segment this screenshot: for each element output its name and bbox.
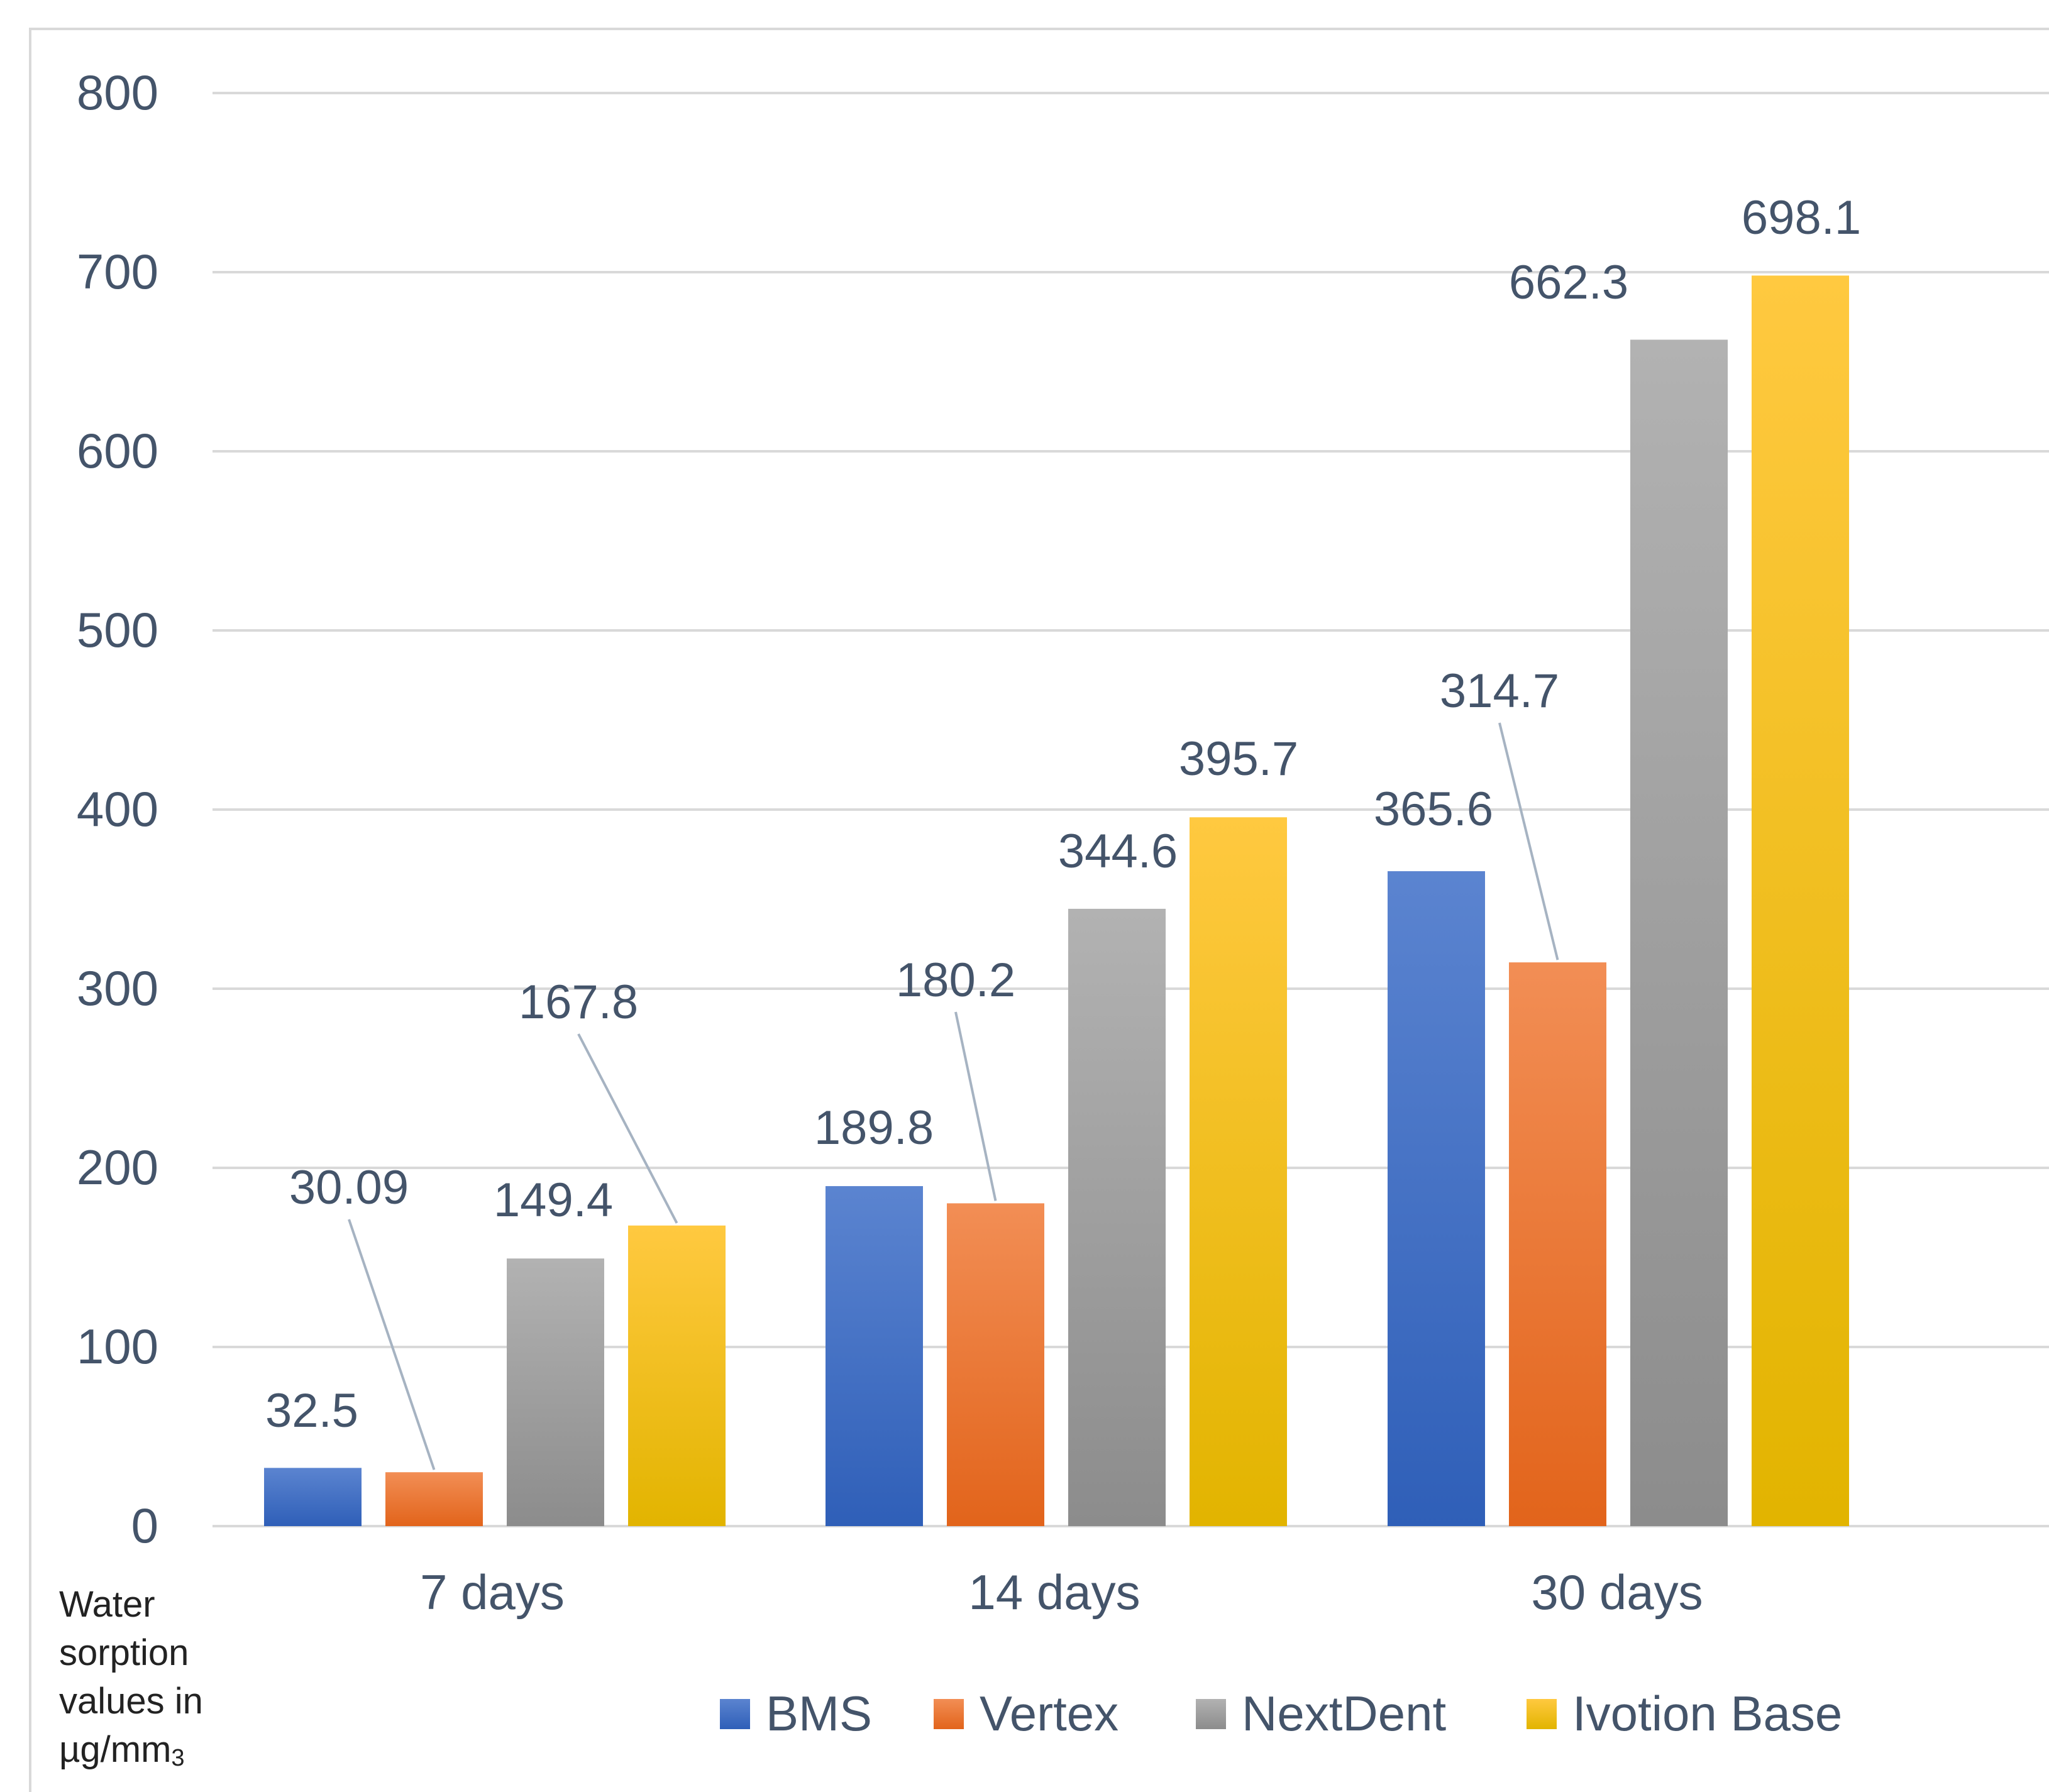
bar-ivotion-base-30-days	[1752, 275, 1849, 1526]
leader-line-vertex-30-days	[1498, 722, 1559, 960]
legend-swatch-bms	[720, 1699, 750, 1729]
legend-item-bms: BMS	[720, 1686, 872, 1741]
legend-swatch-nextdent	[1196, 1699, 1226, 1729]
leader-line-vertex-14-days	[954, 1011, 997, 1201]
legend-item-nextdent: NextDent	[1196, 1686, 1446, 1741]
data-label-ivotion-base-30-days: 698.1	[1742, 191, 1861, 245]
data-label-ivotion-base-7-days: 167.8	[519, 976, 638, 1029]
y-tick-label-600: 600	[77, 423, 158, 478]
y-axis-title: Water sorption values in µg/mm3	[59, 1584, 213, 1771]
y-axis-title-line-2: sorption	[59, 1632, 189, 1673]
x-tick-label-30-days: 30 days	[1531, 1564, 1703, 1620]
data-label-bms-30-days: 365.6	[1374, 783, 1493, 836]
y-tick-label-100: 100	[77, 1319, 158, 1374]
y-axis-title-line-1: Water	[59, 1584, 155, 1625]
leader-line-vertex-7-days	[348, 1219, 436, 1470]
x-tick-label-14-days: 14 days	[968, 1564, 1140, 1620]
bar-vertex-14-days	[947, 1203, 1044, 1526]
y-tick-label-800: 800	[77, 65, 158, 120]
plot-frame	[29, 28, 2049, 1792]
data-label-bms-14-days: 189.8	[814, 1101, 934, 1155]
data-label-ivotion-base-14-days: 395.7	[1179, 732, 1298, 786]
x-tick-label-7-days: 7 days	[420, 1564, 565, 1620]
data-label-nextdent-7-days: 149.4	[494, 1174, 613, 1227]
y-axis-title-line-4: µg/mm	[59, 1729, 171, 1770]
data-label-nextdent-14-days: 344.6	[1058, 825, 1178, 878]
y-tick-label-700: 700	[77, 244, 158, 299]
bar-bms-14-days	[826, 1186, 923, 1526]
data-label-vertex-30-days: 314.7	[1440, 664, 1559, 718]
y-tick-label-400: 400	[77, 781, 158, 837]
legend-label-bms: BMS	[766, 1686, 872, 1741]
bar-ivotion-base-7-days	[628, 1225, 726, 1526]
legend-label-ivotion-base: Ivotion Base	[1572, 1686, 1842, 1741]
data-label-vertex-7-days: 30.09	[289, 1161, 409, 1214]
bar-vertex-7-days	[385, 1472, 483, 1526]
bar-bms-30-days	[1388, 871, 1485, 1526]
legend-item-vertex: Vertex	[934, 1686, 1118, 1741]
bar-nextdent-14-days	[1068, 908, 1166, 1526]
leader-line-ivotion-base-7-days	[577, 1033, 678, 1224]
y-tick-label-300: 300	[77, 960, 158, 1016]
legend-swatch-ivotion-base	[1527, 1699, 1557, 1729]
bar-vertex-30-days	[1509, 962, 1606, 1526]
legend-swatch-vertex	[934, 1699, 964, 1729]
y-tick-label-500: 500	[77, 602, 158, 657]
y-tick-label-200: 200	[77, 1140, 158, 1195]
y-axis-title-line-3: values in	[59, 1681, 203, 1722]
data-label-vertex-14-days: 180.2	[896, 954, 1015, 1007]
legend-label-nextdent: NextDent	[1242, 1686, 1446, 1741]
bar-nextdent-7-days	[507, 1258, 604, 1526]
bar-ivotion-base-14-days	[1190, 817, 1287, 1526]
data-label-bms-7-days: 32.5	[265, 1384, 358, 1437]
y-axis-title-superscript: 3	[171, 1745, 184, 1771]
legend-label-vertex: Vertex	[980, 1686, 1118, 1741]
y-tick-label-0: 0	[131, 1498, 158, 1553]
legend-item-ivotion-base: Ivotion Base	[1527, 1686, 1842, 1741]
data-label-nextdent-30-days: 662.3	[1509, 256, 1628, 309]
bar-nextdent-30-days	[1630, 339, 1728, 1526]
bar-bms-7-days	[264, 1468, 362, 1526]
